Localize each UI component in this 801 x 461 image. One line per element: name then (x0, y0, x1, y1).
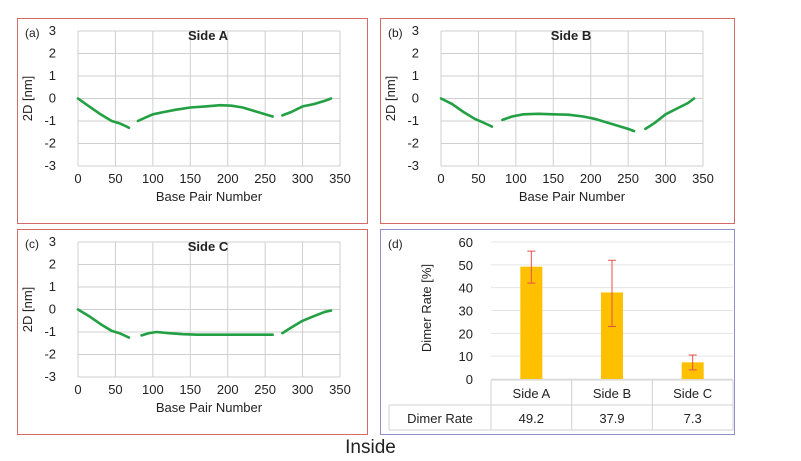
table-cell: 49.2 (519, 411, 544, 426)
category-label: Side A (513, 386, 551, 401)
panel-label: (c) (25, 237, 39, 251)
y-tick-label: 3 (49, 234, 56, 249)
x-tick-label: 0 (437, 171, 444, 186)
y-tick-label: -2 (407, 136, 419, 151)
x-tick-label: 250 (254, 382, 276, 397)
x-tick-label: 150 (542, 171, 564, 186)
y-tick-label: -1 (44, 324, 56, 339)
table-cell: 37.9 (599, 411, 624, 426)
y-tick-label: -2 (44, 136, 56, 151)
panel-side-a: 0 50 100 150 200 250 300 350 3 2 1 0 -1 -2 -3 (a) Side A… (17, 18, 368, 224)
footer-label: Inside (345, 437, 396, 458)
x-tick-label: 50 (108, 382, 122, 397)
series-line (644, 97, 696, 131)
y-tick-label: 50 (459, 258, 473, 273)
y-tick-label: 2 (412, 46, 419, 61)
x-tick-label: 100 (142, 171, 164, 186)
y-tick-label: 1 (49, 68, 56, 83)
x-tick-label: 0 (74, 171, 81, 186)
x-tick-label: 350 (329, 382, 351, 397)
x-tick-label: 0 (74, 382, 81, 397)
panel-side-b: 0 50 100 150 200 250 300 350 3 2 1 0 -1 -2 -3 (b) Side B… (380, 18, 735, 224)
x-tick-label: 50 (108, 171, 122, 186)
x-tick-label: 150 (179, 382, 201, 397)
panel-label: (a) (25, 26, 40, 40)
y-tick-label: 1 (412, 68, 419, 83)
y-tick-label: 2 (49, 257, 56, 272)
series-line (281, 309, 333, 335)
x-tick-label: 300 (292, 382, 314, 397)
series-line (501, 112, 636, 133)
y-axis-label: 2D [nm] (20, 76, 35, 122)
bar (681, 362, 704, 379)
series-line (281, 97, 333, 117)
x-tick-label: 350 (692, 171, 714, 186)
y-tick-label: 10 (459, 349, 473, 364)
y-tick-label: 60 (459, 235, 473, 250)
y-tick-label: 0 (412, 91, 419, 106)
y-tick-label: -3 (44, 369, 56, 384)
x-tick-label: 50 (471, 171, 485, 186)
panel-label: (d) (388, 237, 403, 251)
bar (601, 292, 623, 379)
series-line (140, 330, 274, 337)
x-tick-label: 100 (505, 171, 527, 186)
table-cell: 7.3 (684, 411, 702, 426)
y-tick-label: 1 (49, 279, 56, 294)
y-tick-label: -1 (407, 113, 419, 128)
y-tick-label: 3 (49, 23, 56, 38)
x-tick-label: 350 (329, 171, 351, 186)
y-tick-label: 40 (459, 281, 473, 296)
category-label: Side C (673, 386, 712, 401)
x-tick-label: 300 (292, 171, 314, 186)
y-tick-label: -1 (44, 113, 56, 128)
chart-side-b: 0 50 100 150 200 250 300 350 3 2 1 0 -1 -2 -3 (b) Side B… (383, 23, 714, 204)
y-axis-label: 2D [nm] (20, 287, 35, 333)
panel-side-c: 0 50 100 150 200 250 300 350 3 2 1 0 -1 -2 -3 (c) Side C… (17, 229, 368, 435)
y-tick-label: 0 (49, 91, 56, 106)
y-tick-label: 0 (466, 372, 473, 387)
y-axis-label: 2D [nm] (383, 76, 398, 122)
x-tick-label: 250 (254, 171, 276, 186)
x-tick-label: 200 (217, 171, 239, 186)
chart-dimer-rate: 0 10 20 30 40 50 60 (d) Dimer Rate [%] Side A 49.2… (388, 235, 734, 431)
table-row-label: Dimer Rate (407, 411, 473, 426)
panel-label: (b) (388, 26, 403, 40)
chart-side-c: 0 50 100 150 200 250 300 350 3 2 1 0 -1 -2 -3 (c) Side C… (20, 234, 351, 415)
x-tick-label: 250 (617, 171, 639, 186)
y-axis-label: Dimer Rate [%] (419, 264, 434, 352)
x-axis-label: Base Pair Number (519, 189, 626, 204)
series-line (76, 97, 131, 130)
chart-title: Side C (188, 239, 229, 254)
x-axis-label: Base Pair Number (156, 189, 263, 204)
y-tick-label: -2 (44, 347, 56, 362)
series-line (439, 97, 494, 128)
category-label: Side B (593, 386, 631, 401)
x-tick-label: 100 (142, 382, 164, 397)
chart-title: Side B (551, 28, 591, 43)
x-tick-label: 200 (580, 171, 602, 186)
y-tick-label: 0 (49, 302, 56, 317)
y-tick-label: 3 (412, 23, 419, 38)
series-line (76, 308, 131, 339)
x-tick-label: 150 (179, 171, 201, 186)
series-line (136, 103, 274, 123)
x-axis-label: Base Pair Number (156, 400, 263, 415)
x-tick-label: 300 (655, 171, 677, 186)
y-tick-label: -3 (407, 158, 419, 173)
chart-title: Side A (188, 28, 229, 43)
chart-side-a: 0 50 100 150 200 250 300 350 3 2 1 0 -1 -2 -3 (a) Side A… (20, 23, 351, 204)
x-tick-label: 200 (217, 382, 239, 397)
y-tick-label: 30 (459, 304, 473, 319)
y-tick-label: 20 (459, 326, 473, 341)
bar (520, 266, 543, 379)
y-tick-label: -3 (44, 158, 56, 173)
y-tick-label: 2 (49, 46, 56, 61)
panel-dimer-rate: 0 10 20 30 40 50 60 (d) Dimer Rate [%] Side A 49.2… (380, 229, 735, 435)
